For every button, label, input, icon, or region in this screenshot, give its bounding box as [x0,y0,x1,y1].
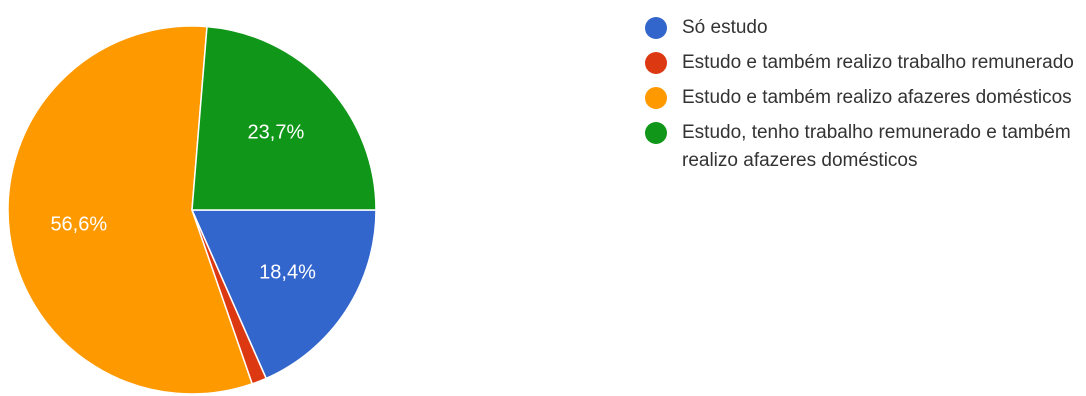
legend-swatch-so-estudo [645,17,667,39]
legend-label-estudo-trabalho-afazeres: Estudo, tenho trabalho remunerado e tamb… [682,122,1071,171]
legend-item-so-estudo[interactable]: Só estudo [645,14,1085,42]
pie-slice-estudo-trabalho-afazeres[interactable] [191,25,377,211]
legend-label-estudo-trabalho: Estudo e também realizo trabalho remuner… [682,52,1074,73]
legend-label-so-estudo: Só estudo [682,17,768,38]
legend-item-estudo-trabalho-afazeres[interactable]: Estudo, tenho trabalho remunerado e tamb… [645,119,1085,175]
legend-swatch-estudo-trabalho-afazeres [645,122,667,144]
legend-swatch-estudo-trabalho [645,52,667,74]
legend-item-estudo-trabalho[interactable]: Estudo e também realizo trabalho remuner… [645,49,1085,77]
legend-item-estudo-afazeres[interactable]: Estudo e também realizo afazeres domésti… [645,84,1085,112]
pie-slice-estudo-afazeres[interactable] [7,25,254,395]
pie-slice-so-estudo[interactable] [190,209,377,380]
pie-slice-label-so-estudo: 18,4% [259,261,316,283]
pie-slice-labels: 18,4% 56,6% 23,7% [50,122,316,284]
legend: Só estudo Estudo e também realizo trabal… [645,14,1085,182]
pie-slices [7,25,377,395]
pie-slice-label-estudo-trabalho-afazeres: 23,7% [248,122,305,144]
legend-label-estudo-afazeres: Estudo e também realizo afazeres domésti… [682,87,1072,108]
legend-swatch-estudo-afazeres [645,87,667,109]
pie-slice-label-estudo-afazeres: 56,6% [50,213,107,235]
